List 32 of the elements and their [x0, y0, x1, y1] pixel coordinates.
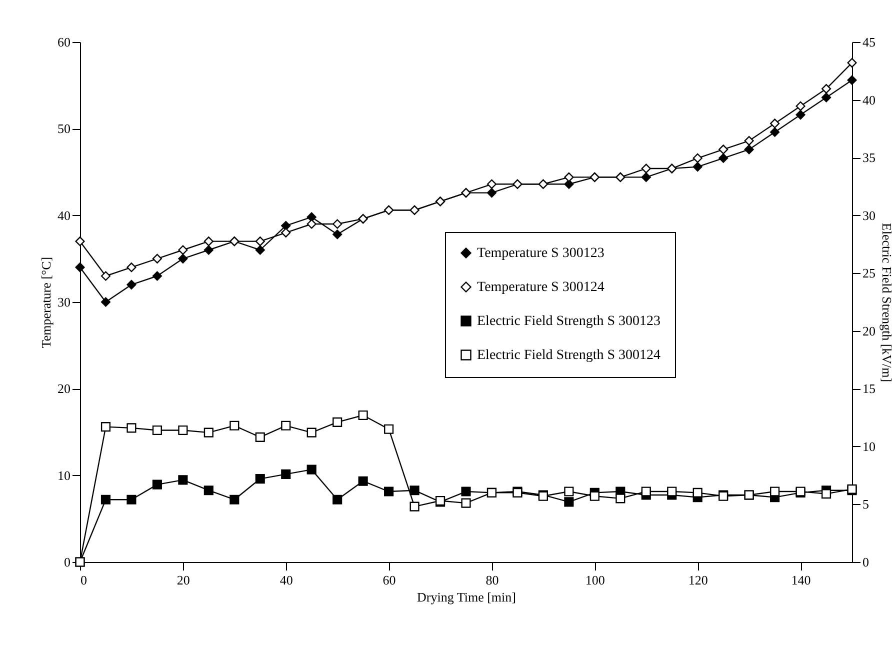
legend-label: Electric Field Strength S 300123: [477, 314, 661, 329]
y-tick-label: 60: [58, 34, 70, 50]
y2-tick-label: 25: [862, 266, 876, 281]
y2-tick-label: 30: [862, 208, 876, 223]
x-tick-label: 120: [688, 572, 708, 588]
x-tick-label: 140: [791, 572, 811, 588]
x-tick-label: 40: [280, 572, 293, 588]
y-tick-label: 0: [64, 554, 70, 570]
y2-tick-label: 15: [862, 381, 876, 396]
x-tick-label: 0: [80, 572, 87, 588]
y2-tick-label: 35: [862, 150, 876, 166]
y-tick-label: 10: [58, 468, 70, 483]
y2-tick-label: 20: [862, 323, 876, 338]
x-axis-title: Drying Time [min]: [417, 590, 516, 604]
x-tick-label: 60: [382, 572, 396, 588]
legend-label: Temperature S 300124: [477, 280, 604, 295]
y-tick-label: 50: [58, 121, 70, 136]
y-axis-title: Temperature [°C]: [38, 256, 54, 348]
y-tick-label: 20: [58, 381, 70, 396]
y2-tick-label: 45: [862, 34, 876, 50]
y2-axis-title: Electric Field Strength [kV/m]: [880, 222, 894, 382]
y2-tick-label: 40: [862, 92, 876, 108]
y2-tick-label: 0: [862, 554, 869, 570]
legend-label: Electric Field Strength S 300124: [477, 348, 661, 363]
y-tick-label: 30: [58, 294, 70, 310]
y2-tick-label: 10: [862, 438, 876, 454]
legend-label: Temperature S 300123: [477, 246, 604, 261]
y2-tick-label: 5: [862, 496, 869, 512]
x-tick-label: 100: [585, 572, 605, 588]
x-tick-label: 80: [486, 572, 499, 588]
y-tick-label: 40: [58, 208, 70, 223]
x-tick-label: 20: [176, 572, 190, 588]
